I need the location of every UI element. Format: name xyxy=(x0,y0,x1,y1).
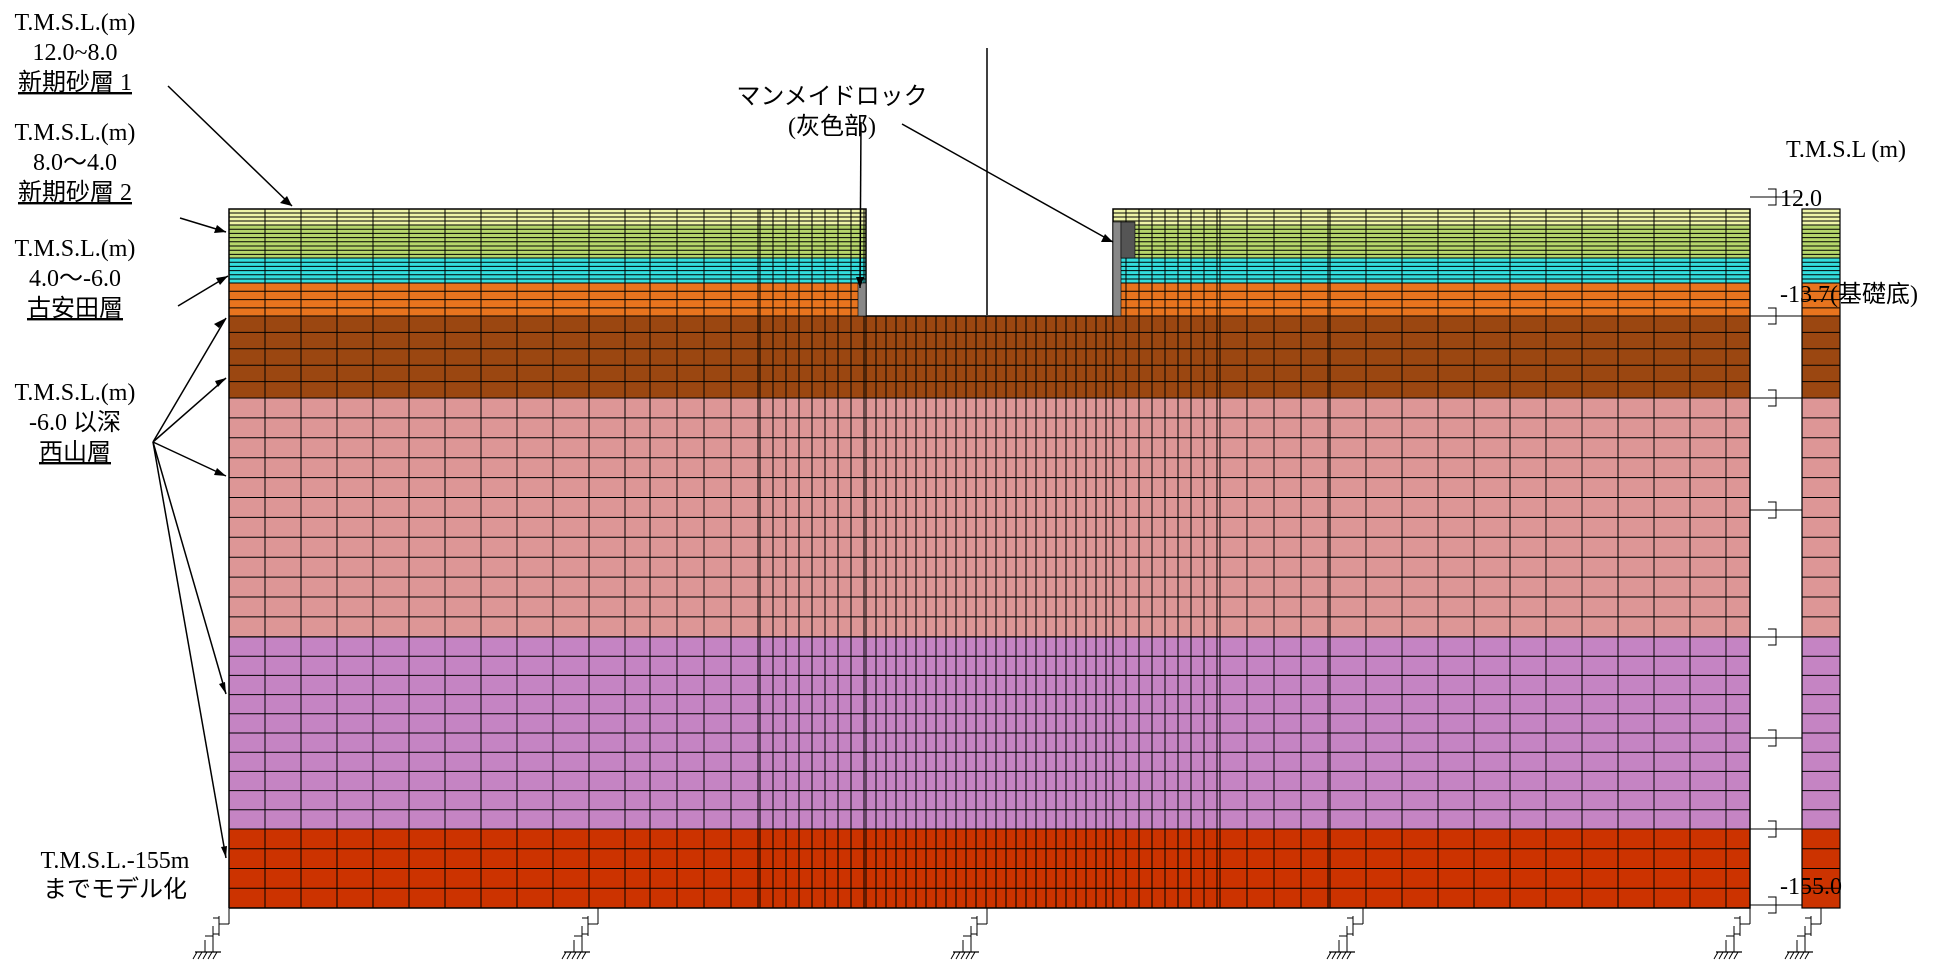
support-hatch xyxy=(192,951,198,960)
support-spring xyxy=(204,916,229,952)
label-bottom-line1: T.M.S.L.-155m xyxy=(41,848,190,874)
tick-symbol xyxy=(1768,820,1777,838)
support-hatch xyxy=(207,951,213,960)
support-hatch xyxy=(202,951,208,960)
support-hatch xyxy=(1794,951,1800,960)
support-hatch xyxy=(1341,951,1347,960)
label-bottom-line2: までモデル化 xyxy=(43,876,187,903)
tick-symbol xyxy=(1768,188,1777,206)
support-hatch xyxy=(1799,951,1805,960)
support-spring xyxy=(1338,916,1363,952)
label-nishiyama: T.M.S.L.(m) -6.0 以深 西山層 xyxy=(15,380,136,466)
label-furuyasuda-tmsl: T.M.S.L.(m) xyxy=(15,236,136,262)
support-hatch xyxy=(1804,951,1810,960)
label-sand2: T.M.S.L.(m) 8.0〜4.0 新期砂層 2 xyxy=(15,120,136,206)
support-hatch xyxy=(1326,951,1332,960)
right-axis-title: T.M.S.L (m) xyxy=(1786,137,1906,163)
support-hatch xyxy=(1733,951,1739,960)
arrow-nishiyama-3 xyxy=(152,441,227,477)
support-symbols xyxy=(192,908,1822,960)
support-hatch xyxy=(1789,951,1795,960)
support-hatch xyxy=(1784,951,1790,960)
support-hatch xyxy=(1331,951,1337,960)
support-spring xyxy=(962,916,987,952)
label-nishiyama-tmsl: T.M.S.L.(m) xyxy=(15,380,136,406)
support-symbol xyxy=(950,908,988,960)
right-axis-foundation: -13.7(基礎底) xyxy=(1780,281,1918,308)
arrow-manmade-right xyxy=(901,123,1114,243)
support-symbol xyxy=(1713,908,1751,960)
tick-symbol xyxy=(1768,501,1777,519)
support-hatch xyxy=(1346,951,1352,960)
label-sand1-range: 12.0~8.0 xyxy=(33,40,118,66)
support-symbol xyxy=(561,908,599,960)
label-furuyasuda: T.M.S.L.(m) 4.0〜-6.0 古安田層 xyxy=(15,236,136,322)
support-hatch xyxy=(1718,951,1724,960)
arrow-nishiyama-4 xyxy=(152,441,227,695)
support-hatch xyxy=(1728,951,1734,960)
support-hatch xyxy=(566,951,572,960)
label-sand2-tmsl: T.M.S.L.(m) xyxy=(15,120,136,146)
label-model-bottom: T.M.S.L.-155m までモデル化 xyxy=(41,848,190,903)
label-manmade-rock: マンメイドロック (灰色部) xyxy=(736,84,927,140)
support-hatch xyxy=(970,951,976,960)
label-sand1: T.M.S.L.(m) 12.0~8.0 新期砂層 1 xyxy=(15,10,136,96)
manmade-cell-right-block xyxy=(1120,221,1136,259)
soil-layers xyxy=(229,209,1750,908)
layer-band-nishiyama1 xyxy=(229,316,1750,398)
arrow-nishiyama-5 xyxy=(152,441,227,859)
support-hatch xyxy=(960,951,966,960)
support-spring xyxy=(1796,916,1821,952)
label-furuyasuda-range: 4.0〜-6.0 xyxy=(29,266,121,292)
support-symbol xyxy=(1784,908,1822,960)
support-hatch xyxy=(965,951,971,960)
support-hatch xyxy=(950,951,956,960)
arrow-nishiyama-2 xyxy=(152,377,227,443)
manmade-cell-right-edge xyxy=(1112,221,1122,317)
support-spring xyxy=(1725,916,1750,952)
arrow-manmade-left xyxy=(859,121,862,289)
support-spring xyxy=(573,916,598,952)
right-axis-top: 12.0 xyxy=(1780,186,1822,212)
manmade-rock-cells xyxy=(857,221,1136,317)
label-manmade-line2: (灰色部) xyxy=(788,113,876,140)
tick-symbol xyxy=(1768,307,1777,325)
support-hatch xyxy=(1723,951,1729,960)
soil-column xyxy=(1801,208,1841,909)
label-furuyasuda-name: 古安田層 xyxy=(27,295,123,322)
label-sand2-name: 新期砂層 2 xyxy=(18,179,132,206)
manmade-cell-left xyxy=(857,282,867,317)
label-sand2-range: 8.0〜4.0 xyxy=(33,150,117,176)
right-tick-marks xyxy=(1750,188,1802,914)
label-sand1-name: 新期砂層 1 xyxy=(18,69,132,96)
label-manmade-line1: マンメイドロック xyxy=(736,84,927,110)
arrow-sand1 xyxy=(167,85,293,207)
mesh-grid xyxy=(228,208,1751,909)
support-hatch xyxy=(212,951,218,960)
support-hatch xyxy=(576,951,582,960)
support-hatch xyxy=(571,951,577,960)
arrow-heads xyxy=(214,196,1113,858)
tick-symbol xyxy=(1768,729,1777,747)
support-hatch xyxy=(561,951,567,960)
support-hatch xyxy=(1336,951,1342,960)
arrow-nishiyama-1 xyxy=(152,317,227,443)
support-symbol xyxy=(1326,908,1364,960)
label-nishiyama-range: -6.0 以深 xyxy=(29,409,121,436)
tick-symbol xyxy=(1768,896,1777,914)
support-hatch xyxy=(1713,951,1719,960)
label-nishiyama-name: 西山層 xyxy=(39,439,111,466)
right-axis-bottom: -155.0 xyxy=(1780,874,1842,900)
tick-symbol xyxy=(1768,628,1777,646)
column-band-nishiyama1 xyxy=(1802,316,1840,398)
support-symbol xyxy=(192,908,230,960)
leader-arrows xyxy=(152,85,1114,859)
support-hatch xyxy=(581,951,587,960)
support-hatch xyxy=(197,951,203,960)
label-sand1-tmsl: T.M.S.L.(m) xyxy=(15,10,136,36)
support-hatch xyxy=(955,951,961,960)
tick-symbol xyxy=(1768,389,1777,407)
